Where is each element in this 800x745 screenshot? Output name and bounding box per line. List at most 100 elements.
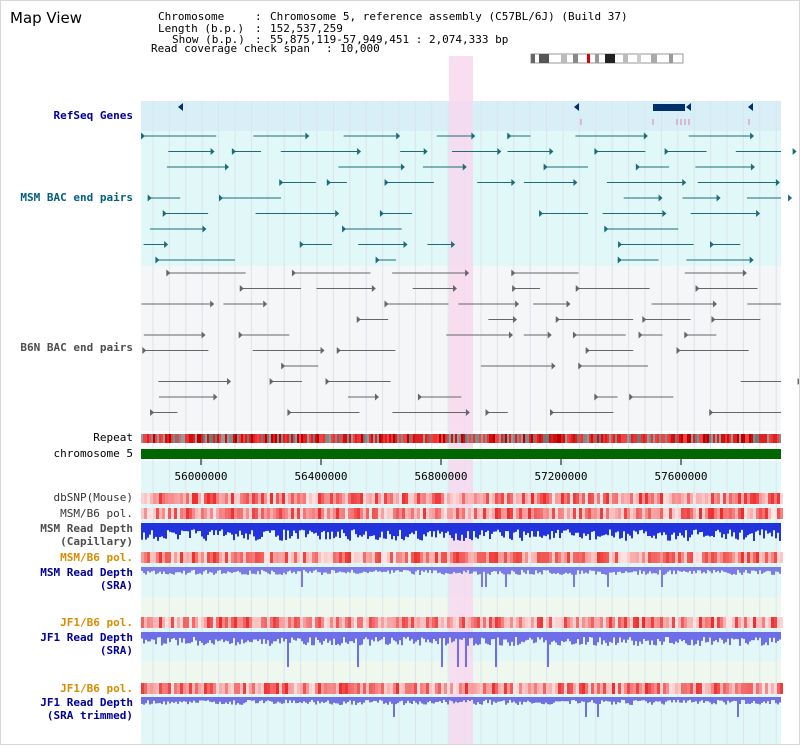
depth-bar — [219, 632, 221, 641]
repeat-segment — [541, 434, 543, 443]
pol-cell — [594, 617, 597, 628]
depth-bar — [525, 567, 527, 574]
depth-bar — [187, 632, 189, 644]
depth-bar — [443, 523, 445, 538]
depth-bar — [545, 567, 547, 571]
depth-bar — [631, 632, 633, 641]
depth-bar — [373, 632, 375, 642]
depth-bar — [557, 697, 559, 702]
depth-bar — [235, 523, 237, 534]
pol-cell — [657, 508, 660, 519]
pol-cell — [744, 493, 747, 504]
depth-bar — [459, 632, 461, 640]
pol-cell — [633, 617, 636, 628]
depth-bar — [251, 697, 253, 701]
depth-bar — [417, 697, 419, 705]
pol-cell — [282, 552, 285, 563]
pol-cell — [219, 683, 222, 694]
depth-bar — [451, 697, 453, 702]
pol-cell — [651, 617, 654, 628]
pol-cell — [342, 683, 345, 694]
repeat-segment — [775, 434, 777, 443]
pol-cell — [669, 552, 672, 563]
repeat-segment — [289, 434, 291, 443]
pol-cell — [561, 493, 564, 504]
repeat-segment — [559, 434, 561, 443]
repeat-segment — [295, 434, 297, 443]
pol-cell — [570, 493, 573, 504]
repeat-segment — [723, 434, 725, 443]
depth-bar — [609, 523, 611, 530]
pol-cell — [318, 683, 321, 694]
pol-cell — [264, 508, 267, 519]
repeat-segment — [229, 434, 231, 443]
pol-cell — [579, 508, 582, 519]
pol-cell — [642, 508, 645, 519]
pol-cell — [144, 683, 147, 694]
bac-end-marker — [716, 194, 721, 202]
depth-bar — [671, 632, 673, 643]
pol-cell — [267, 617, 270, 628]
pol-cell — [567, 683, 570, 694]
depth-bar — [145, 567, 147, 575]
depth-bar — [317, 567, 319, 573]
pol-cell — [516, 617, 519, 628]
depth-bar — [591, 632, 593, 638]
depth-bar — [469, 567, 471, 574]
pol-cell — [312, 508, 315, 519]
depth-bar — [551, 632, 553, 642]
depth-bar — [529, 567, 531, 575]
depth-bar — [261, 523, 263, 537]
repeat-segment — [501, 434, 503, 443]
repeat-segment — [209, 434, 211, 443]
depth-bar — [759, 523, 761, 536]
pol-cell — [573, 617, 576, 628]
pol-cell — [306, 552, 309, 563]
depth-bar — [621, 697, 623, 700]
pol-cell — [450, 617, 453, 628]
pol-cell — [513, 683, 516, 694]
depth-bar — [753, 632, 755, 641]
depth-bar — [431, 697, 433, 704]
repeat-segment — [599, 434, 601, 443]
depth-bar — [341, 697, 343, 705]
pol-cell — [234, 493, 237, 504]
depth-bar — [685, 632, 687, 644]
pol-cell — [456, 683, 459, 694]
pol-cell — [279, 552, 282, 563]
depth-bar — [455, 697, 457, 702]
depth-bar — [305, 567, 307, 572]
depth-bar — [403, 632, 405, 638]
pol-cell — [648, 683, 651, 694]
depth-bar — [199, 632, 201, 641]
bac-end-marker — [515, 300, 520, 308]
pol-cell — [276, 508, 279, 519]
pol-cell — [774, 617, 777, 628]
depth-bar — [629, 523, 631, 536]
pol-cell — [375, 508, 378, 519]
depth-bar — [489, 567, 491, 575]
pol-cell — [714, 552, 717, 563]
depth-bar — [215, 697, 217, 704]
depth-bar — [159, 523, 161, 538]
pol-cell — [198, 683, 201, 694]
bac-end-marker — [711, 316, 716, 323]
pol-cell — [681, 493, 684, 504]
depth-bar — [165, 632, 167, 644]
pol-cell — [402, 493, 405, 504]
repeat-segment — [177, 434, 179, 443]
pol-cell — [696, 508, 699, 519]
depth-bar — [391, 567, 393, 571]
pol-cell — [435, 493, 438, 504]
pol-cell — [543, 493, 546, 504]
depth-bar — [699, 632, 701, 646]
pol-cell — [531, 552, 534, 563]
repeat-segment — [503, 434, 505, 443]
repeat-segment — [493, 434, 495, 443]
depth-bar — [739, 697, 741, 705]
repeat-segment — [679, 434, 681, 443]
pol-cell — [753, 493, 756, 504]
depth-bar — [217, 567, 219, 571]
pol-cell — [285, 552, 288, 563]
